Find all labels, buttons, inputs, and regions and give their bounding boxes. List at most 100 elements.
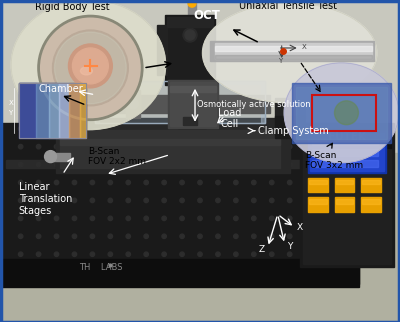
Circle shape: [234, 216, 238, 221]
Circle shape: [90, 180, 94, 185]
Text: X: X: [302, 44, 306, 50]
Circle shape: [54, 198, 59, 203]
Circle shape: [323, 198, 328, 203]
Circle shape: [234, 252, 238, 256]
Bar: [1, 259, 360, 287]
Bar: [59, 83, 70, 138]
Bar: [19, 83, 36, 138]
Text: Rigid Body Test: Rigid Body Test: [35, 2, 110, 12]
Circle shape: [198, 145, 202, 149]
Circle shape: [90, 145, 94, 149]
Circle shape: [144, 127, 148, 131]
Circle shape: [252, 234, 256, 239]
Circle shape: [288, 180, 292, 185]
Circle shape: [72, 127, 77, 131]
Circle shape: [72, 216, 77, 221]
Circle shape: [90, 162, 94, 167]
Circle shape: [36, 145, 41, 149]
Circle shape: [306, 198, 310, 203]
Circle shape: [306, 252, 310, 256]
Circle shape: [54, 145, 59, 149]
Circle shape: [54, 234, 59, 239]
Circle shape: [54, 162, 59, 167]
Circle shape: [72, 234, 77, 239]
Bar: [1, 123, 360, 262]
Circle shape: [108, 127, 112, 131]
Bar: [168, 80, 218, 128]
Circle shape: [323, 145, 328, 149]
Circle shape: [323, 127, 328, 131]
Bar: [215, 46, 372, 51]
Circle shape: [144, 180, 148, 185]
Circle shape: [54, 252, 59, 256]
Circle shape: [270, 162, 274, 167]
Bar: [56, 120, 285, 128]
Bar: [334, 197, 354, 213]
Circle shape: [234, 145, 238, 149]
Bar: [215, 43, 372, 59]
Circle shape: [341, 234, 346, 239]
Ellipse shape: [80, 67, 92, 75]
Bar: [336, 179, 354, 185]
Circle shape: [162, 162, 166, 167]
Circle shape: [180, 252, 184, 256]
Bar: [95, 81, 265, 123]
Circle shape: [44, 151, 56, 163]
Bar: [312, 138, 378, 145]
Circle shape: [180, 198, 184, 203]
Circle shape: [162, 180, 166, 185]
Bar: [50, 153, 70, 161]
Bar: [49, 83, 59, 138]
Circle shape: [306, 234, 310, 239]
Circle shape: [180, 180, 184, 185]
Circle shape: [108, 145, 112, 149]
Bar: [60, 139, 280, 145]
Circle shape: [144, 145, 148, 149]
Text: Linear
Translation
Stages: Linear Translation Stages: [19, 183, 72, 216]
Circle shape: [198, 127, 202, 131]
Text: B-Scan
FOV 3x2 mm: B-Scan FOV 3x2 mm: [305, 151, 363, 170]
Circle shape: [72, 252, 77, 256]
Circle shape: [323, 216, 328, 221]
Circle shape: [341, 162, 346, 167]
Circle shape: [36, 252, 41, 256]
Circle shape: [126, 252, 130, 256]
Text: Load
Cell: Load Cell: [218, 108, 242, 129]
Circle shape: [252, 180, 256, 185]
Circle shape: [36, 180, 41, 185]
Bar: [1, 153, 399, 322]
Circle shape: [341, 145, 346, 149]
Circle shape: [108, 162, 112, 167]
Circle shape: [288, 145, 292, 149]
Bar: [95, 81, 99, 123]
Circle shape: [72, 48, 108, 84]
Bar: [56, 123, 285, 167]
Circle shape: [180, 127, 184, 131]
Circle shape: [162, 234, 166, 239]
Bar: [1, 260, 360, 284]
Circle shape: [198, 252, 202, 256]
Circle shape: [341, 127, 346, 131]
Circle shape: [185, 30, 195, 40]
Circle shape: [323, 162, 328, 167]
Circle shape: [234, 127, 238, 131]
Bar: [60, 130, 280, 167]
Bar: [110, 95, 170, 113]
Circle shape: [36, 127, 41, 131]
Circle shape: [216, 162, 220, 167]
Bar: [308, 131, 386, 173]
Circle shape: [36, 216, 41, 221]
Circle shape: [36, 234, 41, 239]
Bar: [296, 87, 387, 139]
Text: Y: Y: [8, 110, 13, 116]
Circle shape: [18, 145, 23, 149]
Circle shape: [108, 216, 112, 221]
Bar: [362, 177, 381, 193]
Bar: [6, 160, 354, 167]
Circle shape: [144, 216, 148, 221]
Circle shape: [341, 180, 346, 185]
Ellipse shape: [202, 3, 377, 103]
Circle shape: [68, 44, 112, 88]
Bar: [261, 81, 265, 123]
Circle shape: [270, 180, 274, 185]
